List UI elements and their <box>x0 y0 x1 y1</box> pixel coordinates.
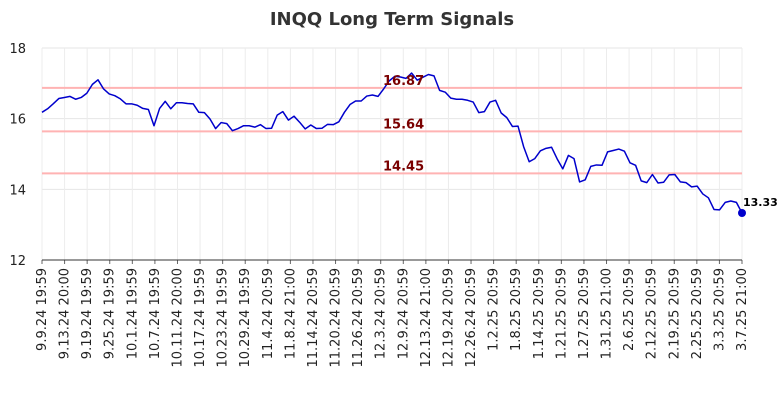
series-line <box>41 72 743 214</box>
series <box>41 72 746 218</box>
x-tick-label: 10.1.24 19:59 <box>125 268 140 359</box>
y-tick-label: 16 <box>9 113 26 128</box>
x-tick-label: 10.11.24 20:00 <box>170 268 185 368</box>
x-tick-label: 1.8.25 20:59 <box>509 268 524 351</box>
y-tick-label: 14 <box>9 183 26 198</box>
x-tick-label: 9.9.24 19:59 <box>35 268 50 351</box>
x-tick-label: 1.14.25 20:59 <box>532 268 547 359</box>
last-value-label: 13.33 <box>743 196 778 209</box>
labels: 16.87 15.64 14.45 13.33 <box>383 74 778 209</box>
x-tick-label: 11.26.24 20:59 <box>351 268 366 368</box>
grid <box>41 47 743 261</box>
signal-lines <box>42 86 742 175</box>
x-tick-label: 9.19.24 19:59 <box>80 268 95 359</box>
x-tick-label: 3.3.25 20:59 <box>712 268 727 351</box>
chart-title: INQQ Long Term Signals <box>270 9 514 30</box>
x-tick-label: 1.27.25 20:59 <box>577 268 592 359</box>
x-tick-label: 2.6.25 20:59 <box>622 268 637 351</box>
x-tick-label: 12.26.24 20:59 <box>464 268 479 368</box>
x-tick-label: 2.25.25 20:59 <box>690 268 705 359</box>
signal-value-label: 14.45 <box>383 159 424 174</box>
x-tick-label: 11.4.24 20:59 <box>261 268 276 359</box>
x-tick-label: 12.9.24 20:59 <box>396 268 411 359</box>
x-tick-label: 10.17.24 19:59 <box>193 268 208 368</box>
x-tick-label: 12.13.24 21:00 <box>419 268 434 368</box>
x-tick-label: 2.19.25 20:59 <box>667 268 682 359</box>
x-tick-label: 10.29.24 19:59 <box>238 268 253 368</box>
y-tick-label: 12 <box>9 254 26 269</box>
signal-value-label: 16.87 <box>383 74 424 89</box>
last-point-marker <box>738 209 746 218</box>
x-tick-label: 1.2.25 20:59 <box>487 268 502 351</box>
x-tick-label: 2.12.25 20:59 <box>645 268 660 359</box>
x-tick-label: 1.21.25 20:59 <box>554 268 569 359</box>
x-tick-label: 12.19.24 20:59 <box>441 268 456 368</box>
x-tick-label: 10.23.24 19:59 <box>216 268 231 368</box>
x-tick-label: 1.31.25 21:00 <box>600 268 615 359</box>
x-tick-label: 12.3.24 20:59 <box>374 268 389 359</box>
x-tick-label: 3.7.25 21:00 <box>735 268 750 351</box>
x-tick-label: 11.20.24 20:59 <box>329 268 344 368</box>
x-tick-label: 9.25.24 19:59 <box>103 268 118 359</box>
y-tick-label: 18 <box>9 42 26 57</box>
x-tick-label: 11.14.24 20:59 <box>306 268 321 368</box>
x-tick-label: 9.13.24 20:00 <box>58 268 73 359</box>
axes: 12 14 16 18 9.9.24 19:59 9.13.24 20:00 9.19.24… <box>9 42 750 368</box>
signal-value-label: 15.64 <box>383 117 424 132</box>
x-tick-label: 11.8.24 21:00 <box>283 268 298 359</box>
x-tick-label: 10.7.24 19:59 <box>148 268 163 359</box>
